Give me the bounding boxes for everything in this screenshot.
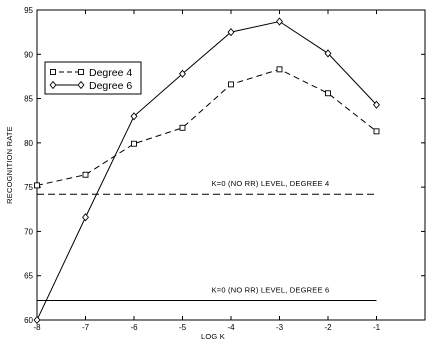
y-tick-label: 90 [24, 50, 33, 59]
y-tick-label: 95 [24, 6, 33, 15]
x-tick-label: -8 [33, 323, 41, 332]
legend-entry: Degree 4 [89, 67, 132, 79]
y-axis-label: RECOGNITION RATE [5, 126, 14, 204]
series-line-2 [37, 20, 377, 320]
plot-frame [36, 9, 426, 321]
y-tick-label: 85 [24, 95, 33, 104]
legend-entry: Degree 6 [89, 80, 132, 92]
y-tick-label: 80 [24, 139, 33, 148]
y-tick-label: 75 [24, 183, 33, 192]
series-2-point [227, 28, 235, 37]
series-1-point [325, 90, 331, 97]
series-1-point [179, 124, 186, 131]
series-2-point [33, 315, 41, 325]
legend-marker [50, 69, 56, 75]
x-tick-label: -2 [324, 323, 332, 332]
reference-line-label: K=0 (NO RR) LEVEL, DEGREE 4 [212, 179, 330, 188]
series-2-point [82, 213, 89, 222]
legend-box [44, 61, 142, 95]
series-2-point [324, 49, 332, 58]
series-2-point [130, 112, 138, 121]
series-2-point [373, 100, 380, 109]
series-1-point [276, 66, 283, 73]
series-2-point [276, 17, 283, 26]
series-1-point [228, 81, 234, 88]
y-tick-label: 70 [24, 227, 33, 236]
series-1-point [373, 128, 380, 135]
series-2-point [179, 69, 186, 78]
x-tick-label: -5 [179, 323, 187, 332]
x-tick-label: -3 [276, 323, 284, 332]
y-tick-label: 65 [24, 272, 33, 281]
series-1-point [131, 140, 137, 147]
legend-marker [78, 69, 84, 75]
legend-marker [49, 80, 57, 90]
legend-marker [77, 80, 85, 90]
series-1-point [34, 182, 40, 189]
x-tick-label: -6 [130, 323, 138, 332]
series-line-1 [37, 68, 377, 186]
x-axis-label: LOG K [201, 332, 225, 341]
x-tick-label: -7 [82, 323, 90, 332]
reference-line-label: K=0 (NO RR) LEVEL, DEGREE 6 [212, 286, 330, 295]
x-tick-label: -4 [227, 323, 235, 332]
y-tick-label: 60 [24, 316, 33, 325]
series-1-point [82, 171, 89, 178]
x-tick-label: -1 [373, 323, 381, 332]
